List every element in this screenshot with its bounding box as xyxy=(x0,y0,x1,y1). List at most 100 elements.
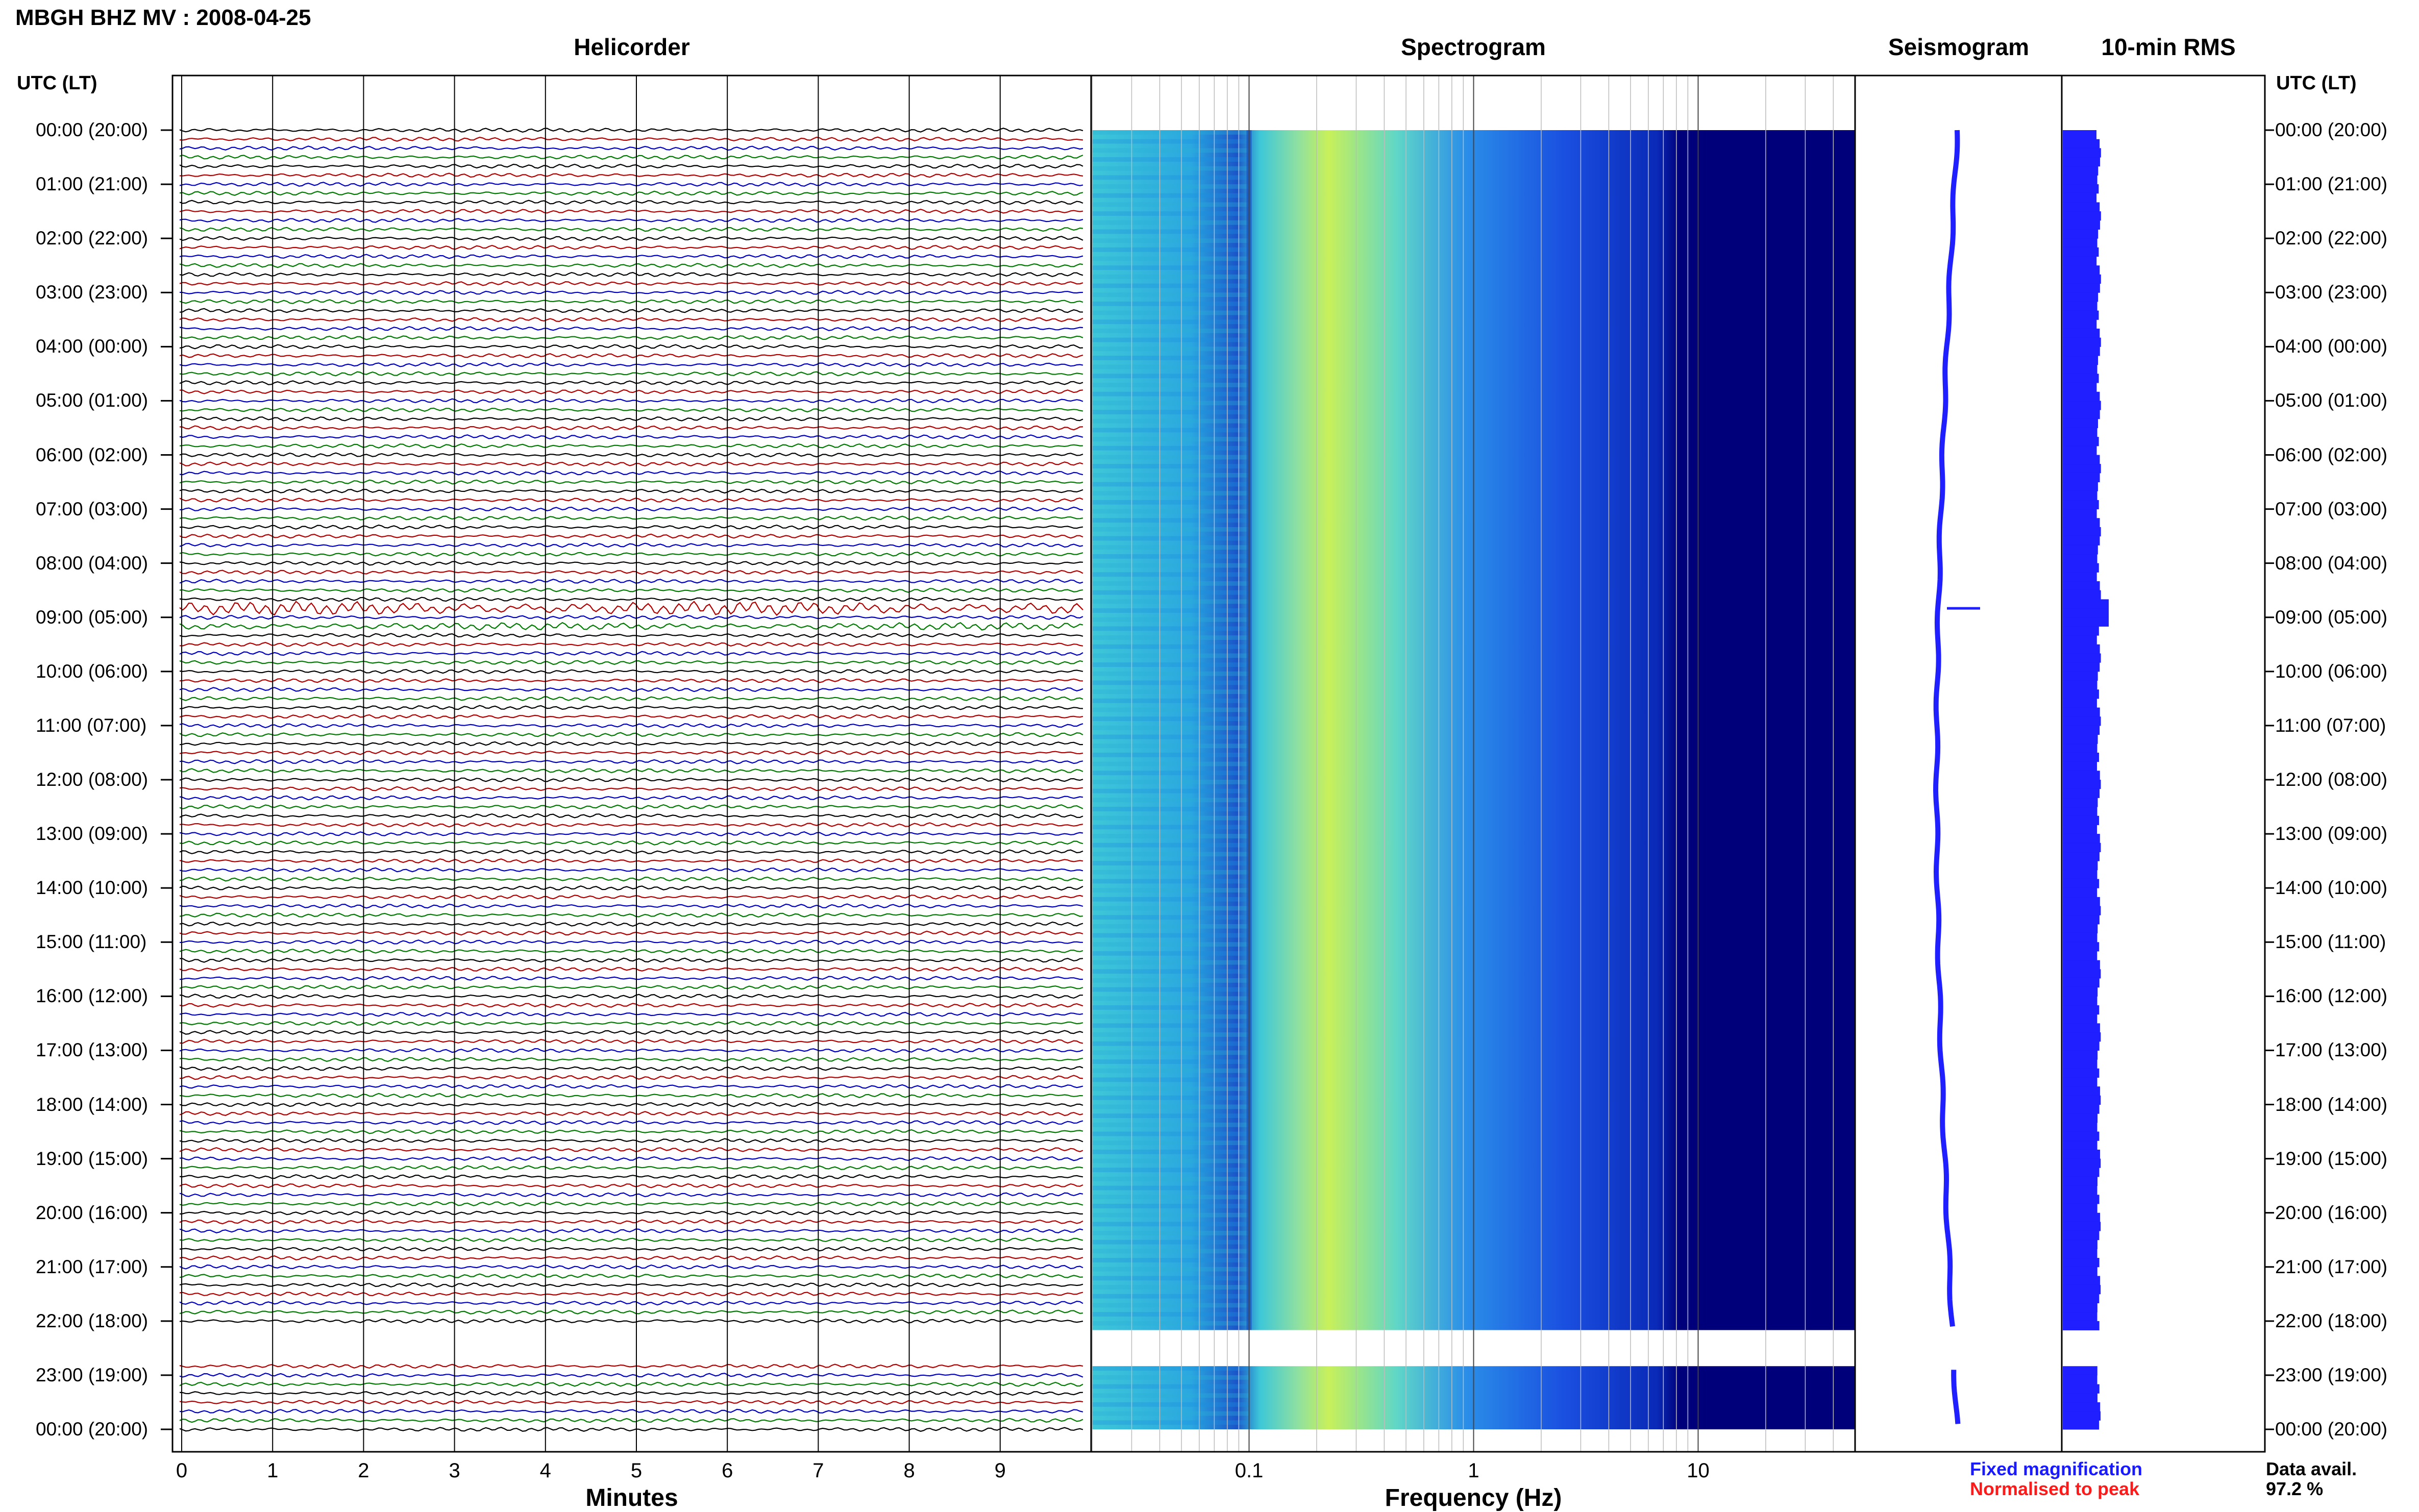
helicorder-trace xyxy=(179,182,1083,187)
spectrogram-stripe xyxy=(1092,445,1249,451)
spectrogram-stripe xyxy=(1092,725,1249,730)
time-label: 01:00 (21:00) xyxy=(36,173,149,195)
helicorder-trace xyxy=(179,1391,1083,1396)
rms-bar xyxy=(2063,202,2100,212)
rms-bar xyxy=(2063,969,2101,979)
rms-bar xyxy=(2063,933,2097,943)
rms-bar xyxy=(2063,978,2100,988)
helicorder-trace xyxy=(179,939,1083,945)
rms-bar xyxy=(2063,1411,2101,1421)
rms-bar xyxy=(2063,996,2097,1006)
spectrogram-stripe xyxy=(1092,491,1249,496)
data-availability-label: Data avail. xyxy=(2266,1458,2357,1479)
helicorder-trace xyxy=(179,1408,1083,1414)
time-label: 02:00 (22:00) xyxy=(36,228,149,249)
rms-bar xyxy=(2063,1294,2100,1303)
x-tick-label: 3 xyxy=(449,1459,460,1482)
spectrogram-stripe xyxy=(1092,1203,1249,1208)
spectrogram-stripe xyxy=(1092,1168,1249,1173)
spectrogram-stripe xyxy=(1092,653,1249,658)
helicorder-trace xyxy=(179,416,1083,422)
helicorder-trace xyxy=(179,1210,1083,1216)
helicorder-trace xyxy=(179,601,1083,616)
x-tick-label: 1 xyxy=(267,1459,279,1482)
spectrogram-stripe xyxy=(1092,978,1249,983)
rms-bar xyxy=(2063,193,2097,203)
rms-bar xyxy=(2063,274,2101,284)
helicorder-trace xyxy=(179,930,1083,936)
spectrogram-stripe xyxy=(1092,1321,1249,1326)
time-label: 22:00 (18:00) xyxy=(2275,1310,2388,1331)
rms-bar xyxy=(2063,825,2097,834)
spectrogram-stripe xyxy=(1092,518,1249,523)
spectrogram-stripe xyxy=(1092,1240,1249,1245)
rms-bar xyxy=(2063,283,2100,293)
rms-bar xyxy=(2063,1303,2097,1312)
rms-bar xyxy=(2063,1149,2101,1159)
helicorder-trace xyxy=(179,1011,1083,1017)
helicorder-trace xyxy=(179,641,1083,647)
helicorder-trace xyxy=(179,1381,1083,1387)
helicorder-trace xyxy=(179,488,1083,494)
rms-bar xyxy=(2063,1068,2100,1078)
helicorder-traces xyxy=(179,128,1083,1432)
rms-bar xyxy=(2063,1258,2100,1268)
spectrogram-stripe xyxy=(1092,815,1249,821)
rms-bar xyxy=(2063,410,2100,419)
helicorder-trace xyxy=(179,1048,1083,1053)
helicorder-trace xyxy=(179,1111,1083,1117)
spectrogram-stripe xyxy=(1092,617,1249,622)
helicorder-trace xyxy=(179,1372,1083,1378)
x-tick-label: 0.1 xyxy=(1235,1459,1264,1482)
rms-bar xyxy=(2063,626,2099,636)
rms-bar xyxy=(2063,608,2109,618)
spectrogram-stripe xyxy=(1092,274,1249,279)
spectrogram-stripe xyxy=(1092,743,1249,749)
time-label: 00:00 (20:00) xyxy=(2275,1419,2388,1440)
time-label: 19:00 (15:00) xyxy=(36,1148,149,1169)
helicorder-trace xyxy=(179,668,1083,674)
helicorder-trace xyxy=(179,551,1083,557)
spectrogram-title: Spectrogram xyxy=(1401,34,1546,60)
rms-bar xyxy=(2063,788,2100,798)
helicorder-trace xyxy=(179,732,1083,737)
utc-label-right: UTC (LT) xyxy=(2276,72,2357,94)
rms-bar xyxy=(2063,1240,2097,1249)
helicorder-trace xyxy=(179,813,1083,819)
rms-bar xyxy=(2063,987,2098,997)
spectrogram-stripe xyxy=(1092,734,1249,739)
time-label: 04:00 (00:00) xyxy=(2275,336,2388,357)
rms-bar xyxy=(2063,780,2101,789)
spectrogram-stripe xyxy=(1092,572,1249,577)
helicorder-trace xyxy=(179,1129,1083,1134)
rms-bar xyxy=(2063,1023,2100,1033)
helicorder-trace xyxy=(179,290,1083,295)
time-label: 01:00 (21:00) xyxy=(2275,173,2388,195)
time-label: 06:00 (02:00) xyxy=(36,444,149,465)
rms-bar xyxy=(2063,807,2097,816)
spectrogram-stripe xyxy=(1092,951,1249,956)
helicorder-trace xyxy=(179,1201,1083,1207)
spectrogram-stripe xyxy=(1092,383,1249,387)
rms-bar xyxy=(2063,1086,2100,1096)
spectrogram-stripe xyxy=(1092,825,1249,830)
rms-bar xyxy=(2063,1005,2100,1015)
spectrogram-stripe xyxy=(1092,1095,1249,1100)
rms-bar xyxy=(2063,707,2100,717)
time-label: 09:00 (05:00) xyxy=(36,606,149,628)
helicorder-trace xyxy=(179,614,1083,620)
x-tick-label: 9 xyxy=(994,1459,1006,1482)
spectrogram-stripe xyxy=(1092,364,1249,369)
time-label: 05:00 (01:00) xyxy=(36,390,149,411)
spectrogram-stripe xyxy=(1092,184,1249,189)
spectrogram-stripe xyxy=(1092,780,1249,784)
spectrogram-stripe xyxy=(1092,554,1249,559)
rms-bar xyxy=(2063,157,2101,167)
helicorder-trace xyxy=(179,1418,1083,1423)
rms-bar xyxy=(2063,464,2101,474)
rms-bar xyxy=(2063,166,2099,176)
time-label: 16:00 (12:00) xyxy=(36,985,149,1007)
spectrogram-stripe xyxy=(1092,924,1249,929)
helicorder-trace xyxy=(179,966,1083,972)
spectrogram-stripe xyxy=(1092,437,1249,441)
